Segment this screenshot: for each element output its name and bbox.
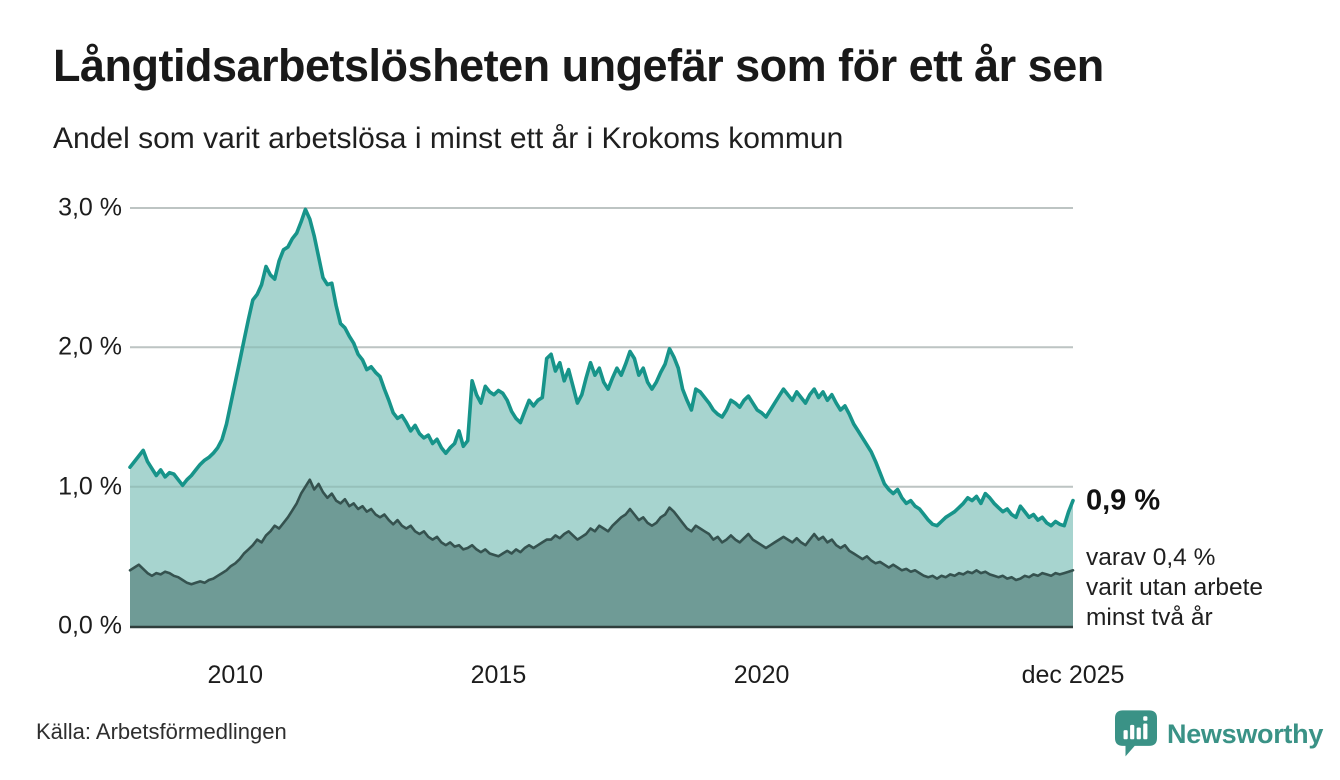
source-caption: Källa: Arbetsförmedlingen bbox=[36, 719, 287, 744]
page-subtitle: Andel som varit arbetslösa i minst ett å… bbox=[53, 122, 844, 155]
x-tick-dec-2025: dec 2025 bbox=[1021, 661, 1125, 689]
end-value-annotation: 0,9 % bbox=[1086, 484, 1161, 517]
end-sub-annotation: varav 0,4 % varit utan arbete minst två … bbox=[1086, 543, 1263, 633]
x-tick-2020: 2020 bbox=[733, 661, 790, 689]
area-two-years bbox=[130, 479, 1073, 626]
line-two-years bbox=[128, 478, 1075, 586]
brand-name: Newsworthy bbox=[1167, 718, 1324, 749]
y-tick-0: 0,0 % bbox=[58, 611, 122, 640]
newsworthy-speech-bubble-icon bbox=[1115, 710, 1157, 757]
x-tick-2010: 2010 bbox=[207, 661, 264, 689]
end-sub-line-2: varit utan arbete bbox=[1086, 574, 1264, 601]
line-total bbox=[128, 207, 1075, 528]
end-sub-line-3: minst två år bbox=[1086, 604, 1213, 631]
end-sub-line-1: varav 0,4 % bbox=[1086, 544, 1216, 571]
x-tick-2015: 2015 bbox=[470, 661, 527, 689]
y-tick-2: 2,0 % bbox=[58, 332, 122, 361]
y-tick-3: 3,0 % bbox=[58, 193, 122, 222]
y-tick-1: 1,0 % bbox=[58, 472, 122, 501]
brand-logo: Newsworthy bbox=[1115, 710, 1323, 758]
page-title: Långtidsarbetslösheten ungefär som för e… bbox=[53, 40, 1104, 91]
